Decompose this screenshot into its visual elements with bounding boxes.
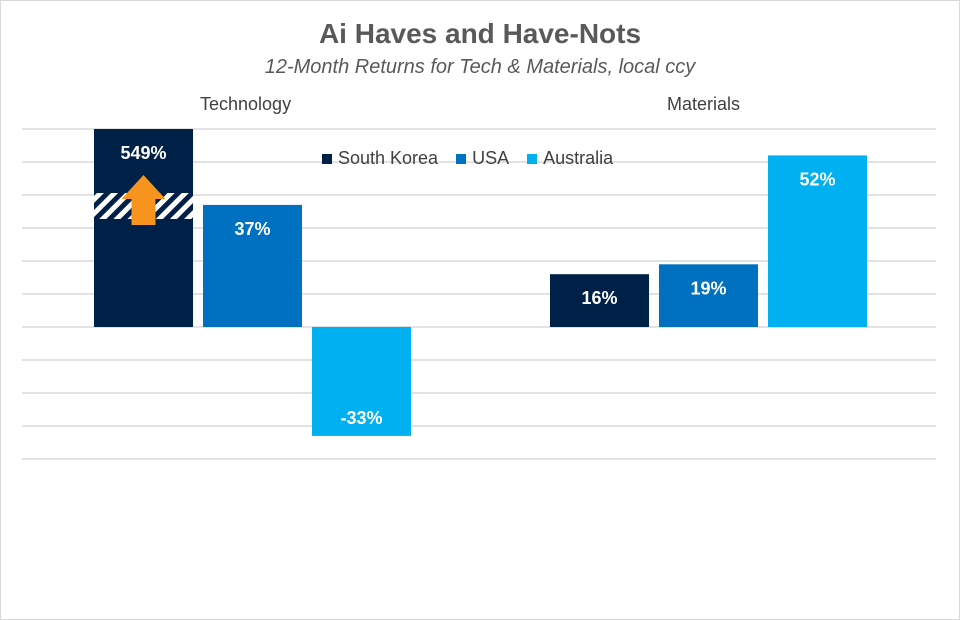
bar-south-korea-technology: [94, 129, 193, 327]
bar-usa-materials: [659, 264, 758, 327]
category-label-technology: Technology: [200, 94, 292, 114]
chart-legend: South Korea USA Australia: [322, 148, 613, 169]
legend-swatch-usa: [456, 153, 467, 164]
legend-label-usa: USA: [472, 148, 510, 168]
legend-label-australia: Australia: [543, 148, 614, 168]
chart-title: Ai Haves and Have-Nots: [318, 18, 642, 49]
legend-swatch-australia: [527, 153, 538, 164]
up-arrow-icon: [121, 175, 166, 225]
data-label-australia-technology: -33%: [340, 408, 382, 428]
data-label-usa-technology: 37%: [234, 219, 270, 239]
chart-subtitle: 12-Month Returns for Tech & Materials, l…: [264, 56, 696, 78]
data-label-south-korea-technology: 549%: [120, 143, 166, 163]
data-label-south-korea-materials: 16%: [581, 288, 617, 308]
legend-item-usa: USA: [456, 148, 509, 169]
bar-australia-technology: [312, 327, 411, 436]
category-label-materials: Materials: [667, 94, 741, 114]
legend-item-south-korea: South Korea: [322, 148, 438, 169]
bar-usa-technology: [203, 204, 302, 327]
legend-label-south-korea: South Korea: [338, 148, 439, 168]
legend-item-australia: Australia: [527, 148, 613, 169]
legend-swatch-south-korea: [322, 153, 332, 164]
data-label-australia-materials: 52%: [799, 169, 835, 189]
data-label-usa-materials: 19%: [690, 278, 726, 298]
bar-australia-materials: [768, 155, 867, 327]
bar-south-korea-materials: [550, 274, 649, 327]
